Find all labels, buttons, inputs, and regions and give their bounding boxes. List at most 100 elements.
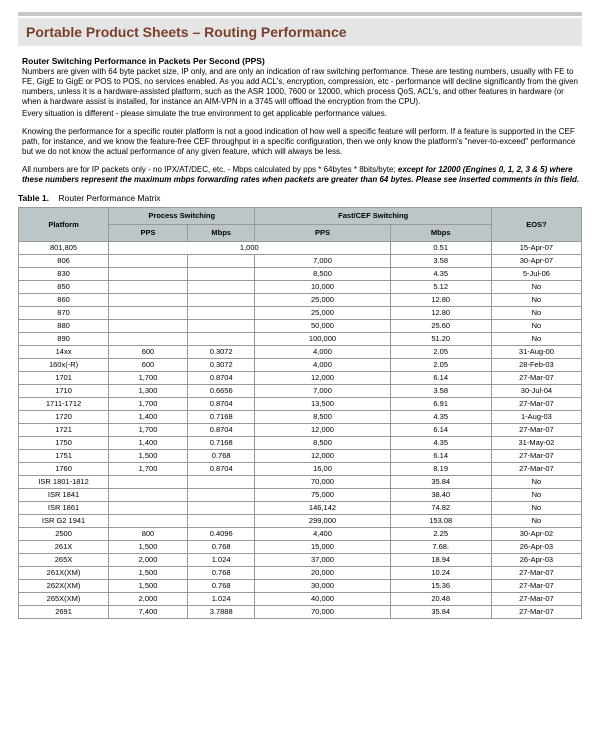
cell: 10,000 [255, 281, 390, 294]
cell: 2,000 [109, 593, 188, 606]
cell: 25,000 [255, 294, 390, 307]
cell: 7,400 [109, 606, 188, 619]
cell: 37,000 [255, 554, 390, 567]
cell [109, 294, 188, 307]
cell [109, 268, 188, 281]
cell: 600 [109, 346, 188, 359]
table-row: 17601,7000.870416,008.1927-Mar-07 [19, 463, 582, 476]
cell: No [491, 489, 581, 502]
cell [187, 333, 255, 346]
cell: 28-Feb-03 [491, 359, 581, 372]
cell: 261X [19, 541, 109, 554]
cell: 1721 [19, 424, 109, 437]
cell: 1760 [19, 463, 109, 476]
cell [187, 255, 255, 268]
cell: 12,000 [255, 424, 390, 437]
cell: 27-Mar-07 [491, 424, 581, 437]
cell: 0.768 [187, 567, 255, 580]
cell: 262X(XM) [19, 580, 109, 593]
cell: 27-Mar-07 [491, 463, 581, 476]
cell: 860 [19, 294, 109, 307]
cell [187, 307, 255, 320]
cell: 70,000 [255, 476, 390, 489]
cell: 1.024 [187, 554, 255, 567]
cell: No [491, 502, 581, 515]
table-row: 265X(XM)2,0001.02440,00020.4827-Mar-07 [19, 593, 582, 606]
cell: 10.24 [390, 567, 491, 580]
cell: 8,500 [255, 411, 390, 424]
cell: 51.20 [390, 333, 491, 346]
cell: 1751 [19, 450, 109, 463]
cell: 27-Mar-07 [491, 372, 581, 385]
cell: 0.768 [187, 450, 255, 463]
title-bar: Portable Product Sheets – Routing Perfor… [18, 18, 582, 46]
cell: 299,000 [255, 515, 390, 528]
cell: 74.82 [390, 502, 491, 515]
cell: 0.8704 [187, 372, 255, 385]
table-row: ISR 1861146,14274.82No [19, 502, 582, 515]
cell: 4,400 [255, 528, 390, 541]
table-row: 1711-17121,7000.870413,5006.9127-Mar-07 [19, 398, 582, 411]
th-cef-pps: PPS [255, 225, 390, 242]
table-row: 26917,4003.788870,00035.8427-Mar-07 [19, 606, 582, 619]
cell: 261X(XM) [19, 567, 109, 580]
cell: 12,000 [255, 450, 390, 463]
cell: 5-Jul-06 [491, 268, 581, 281]
cell: No [491, 515, 581, 528]
intro-p1: Numbers are given with 64 byte packet si… [22, 67, 582, 107]
cell: 880 [19, 320, 109, 333]
table-row: ISR 184175,00038.40No [19, 489, 582, 502]
cell: 25.60 [390, 320, 491, 333]
cell: 600 [109, 359, 188, 372]
top-divider [18, 12, 582, 16]
cell: 40,000 [255, 593, 390, 606]
cell: 27-Mar-07 [491, 450, 581, 463]
cell: 35.84 [390, 606, 491, 619]
cell: 31-Aug-00 [491, 346, 581, 359]
cell: 3.7888 [187, 606, 255, 619]
cell: 1,500 [109, 450, 188, 463]
cell: 30-Apr-02 [491, 528, 581, 541]
cell: ISR 1841 [19, 489, 109, 502]
table-row: 261X1,5000.76815,0007.68.26-Apr-03 [19, 541, 582, 554]
cell: 4,000 [255, 359, 390, 372]
cell: ISR G2 1941 [19, 515, 109, 528]
cell [187, 476, 255, 489]
cell: 30-Apr-07 [491, 255, 581, 268]
cell: 8,500 [255, 268, 390, 281]
cell: 1,700 [109, 372, 188, 385]
table-row: 25008000.40964,4002.2530-Apr-02 [19, 528, 582, 541]
cell: 0.7168 [187, 437, 255, 450]
cell: 0.768 [187, 541, 255, 554]
cell: 265X(XM) [19, 593, 109, 606]
cell: ISR 1801-1812 [19, 476, 109, 489]
cell: 1750 [19, 437, 109, 450]
intro-p4: All numbers are for IP packets only - no… [22, 165, 582, 185]
cell: 3.58 [390, 255, 491, 268]
cell: 26-Apr-03 [491, 541, 581, 554]
cell: 1,700 [109, 463, 188, 476]
cell [109, 255, 188, 268]
cell: 1711-1712 [19, 398, 109, 411]
cell: No [491, 307, 581, 320]
cell: 100,000 [255, 333, 390, 346]
th-platform: Platform [19, 208, 109, 242]
cell: 12.80 [390, 307, 491, 320]
cell [109, 476, 188, 489]
cell: 800 [109, 528, 188, 541]
cell: 20.48 [390, 593, 491, 606]
cell: 1,500 [109, 541, 188, 554]
page-title: Portable Product Sheets – Routing Perfor… [26, 24, 574, 40]
cell [187, 320, 255, 333]
cell: 0.3072 [187, 359, 255, 372]
cell: 0.51 [390, 242, 491, 255]
cell: 27-Mar-07 [491, 398, 581, 411]
page: Portable Product Sheets – Routing Perfor… [0, 0, 600, 730]
cell: 0.8704 [187, 424, 255, 437]
cell: 15-Apr-07 [491, 242, 581, 255]
cell: 1,400 [109, 437, 188, 450]
cell: 1710 [19, 385, 109, 398]
cell: 7.68. [390, 541, 491, 554]
table-row: 17011,7000.870412,0006.1427-Mar-07 [19, 372, 582, 385]
th-ps-pps: PPS [109, 225, 188, 242]
